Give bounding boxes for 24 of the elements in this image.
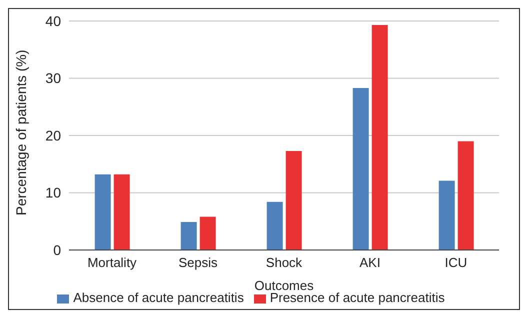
bar [200,216,216,250]
x-tick-label: ICU [444,255,468,270]
y-tick-label: 10 [45,184,62,201]
y-tick-label: 40 [45,12,62,29]
x-tick-label: Shock [266,255,303,270]
x-tick-label: Mortality [87,255,138,270]
legend-label: Absence of acute pancreatitis [73,290,244,305]
y-tick-label: 0 [53,242,62,258]
x-tick-label: Sepsis [178,255,218,270]
legend-label: Presence of acute pancreatitis [270,290,445,305]
bar [180,222,197,250]
x-tick-label: AKI [360,255,380,270]
bar [286,150,302,250]
bar [458,141,474,250]
bar [372,25,388,250]
y-tick-label: 20 [45,127,62,144]
bar [266,202,283,250]
bar [114,174,130,250]
x-axis-title: Outcomes [254,278,314,293]
bar [352,88,369,250]
bar [438,180,455,250]
y-tick-label: 30 [45,70,62,86]
bar [94,174,111,250]
y-axis-title: Percentage of patients (%) [12,50,29,216]
